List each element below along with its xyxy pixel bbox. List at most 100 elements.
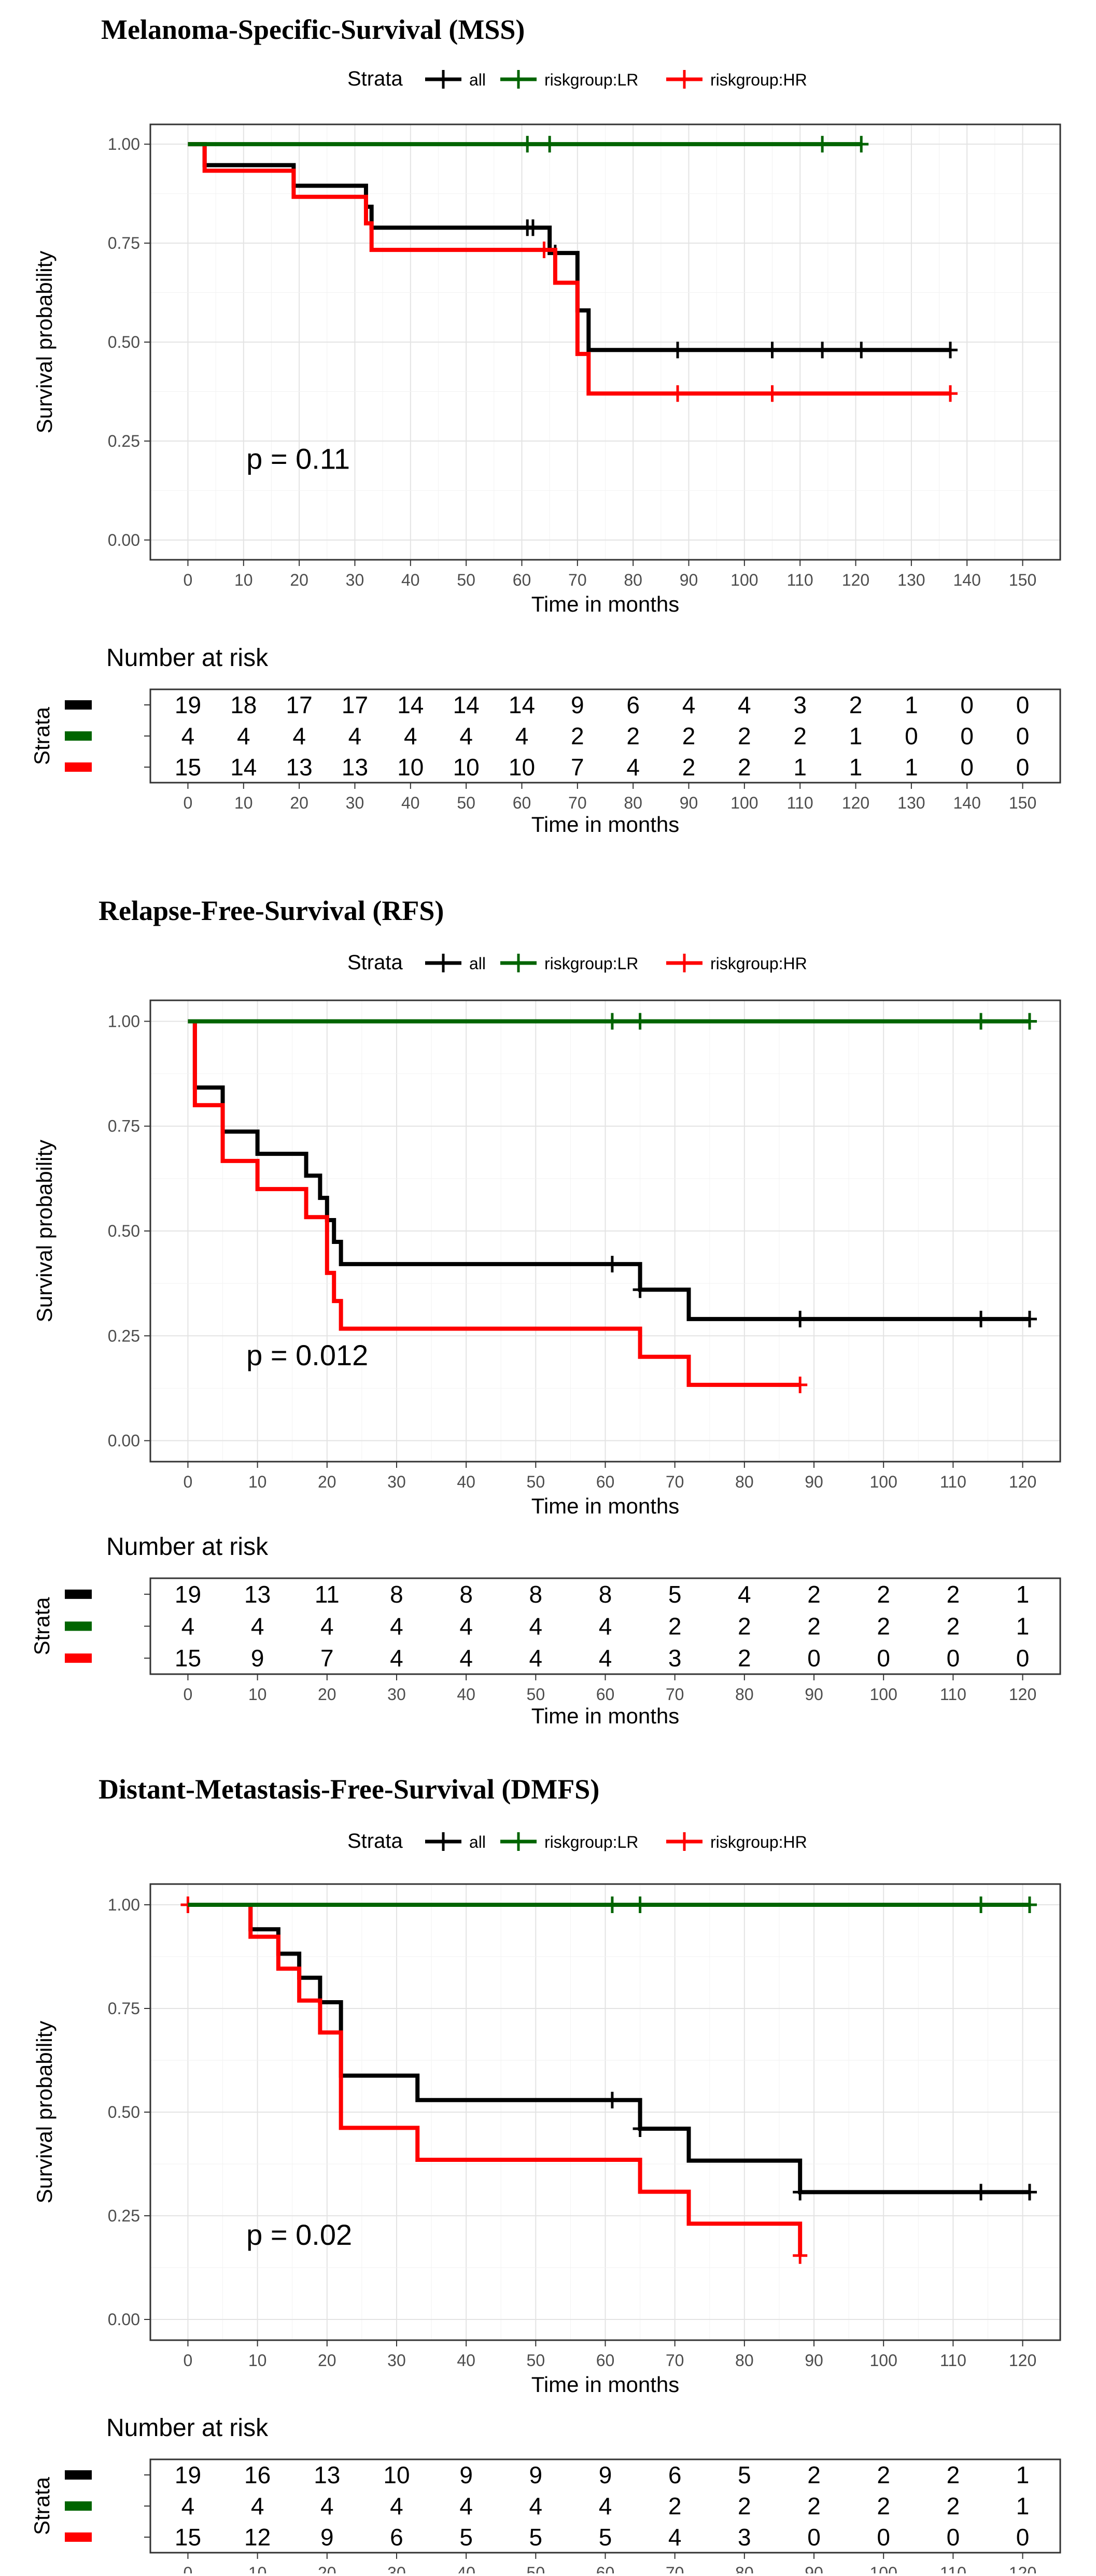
risk-x-tick-label: 110 xyxy=(787,794,813,812)
risk-count: 2 xyxy=(738,1645,751,1672)
risk-x-tick-label: 100 xyxy=(870,2564,897,2573)
risk-x-tick-label: 140 xyxy=(953,794,981,812)
y-tick-label: 0.25 xyxy=(108,2206,140,2225)
x-axis-title: Time in months xyxy=(531,592,680,616)
risk-x-tick-label: 0 xyxy=(184,1685,193,1704)
risk-count: 2 xyxy=(668,1613,682,1640)
risk-count: 2 xyxy=(877,1581,890,1608)
x-tick-label: 60 xyxy=(513,571,531,589)
risk-count: 9 xyxy=(599,2461,612,2488)
risk-count: 6 xyxy=(626,691,640,718)
risk-x-tick-label: 60 xyxy=(596,2564,615,2573)
risk-count: 2 xyxy=(738,1613,751,1640)
risk-x-tick-label: 90 xyxy=(805,1685,823,1704)
risk-count: 6 xyxy=(668,2461,682,2488)
risk-count: 2 xyxy=(738,2493,751,2520)
y-tick-label: 1.00 xyxy=(108,135,140,153)
risk-count: 4 xyxy=(599,1613,612,1640)
y-tick-label: 0.25 xyxy=(108,1326,140,1345)
x-tick-label: 100 xyxy=(730,571,758,589)
x-tick-label: 100 xyxy=(870,2351,897,2370)
km-panel-0: Melanoma-Specific-Survival (MSS) Strata al… xyxy=(30,14,1061,837)
x-tick-label: 80 xyxy=(735,2351,754,2370)
y-tick-label: 0.00 xyxy=(108,531,140,549)
risk-row-color-key xyxy=(65,1589,92,1599)
panel-title: Melanoma-Specific-Survival (MSS) xyxy=(101,14,525,45)
km-curve-all xyxy=(188,142,950,352)
risk-count: 1 xyxy=(1016,1613,1030,1640)
risk-count: 0 xyxy=(1016,1645,1030,1672)
y-tick-label: 0.50 xyxy=(108,2103,140,2121)
risk-count: 9 xyxy=(251,1645,264,1672)
risk-count: 4 xyxy=(738,691,751,718)
risk-count: 4 xyxy=(459,723,473,749)
km-curve-riskgroup-hr xyxy=(188,1903,803,2256)
y-tick-label: 0.75 xyxy=(108,1999,140,2018)
x-tick-label: 40 xyxy=(457,1473,475,1491)
risk-count: 5 xyxy=(529,2524,543,2551)
risk-count: 2 xyxy=(947,1581,960,1608)
x-tick-label: 0 xyxy=(184,1473,193,1491)
risk-count: 0 xyxy=(905,723,918,749)
x-tick-label: 110 xyxy=(940,2351,966,2370)
risk-count: 6 xyxy=(390,2524,403,2551)
risk-count: 10 xyxy=(453,754,480,781)
risk-count: 2 xyxy=(807,1613,821,1640)
risk-count: 4 xyxy=(292,723,306,749)
risk-count: 4 xyxy=(348,723,362,749)
risk-x-tick-label: 120 xyxy=(1009,2564,1036,2573)
x-tick-label: 140 xyxy=(953,571,981,589)
x-tick-label: 80 xyxy=(735,1473,754,1491)
risk-x-tick-label: 10 xyxy=(248,2564,267,2573)
risk-row-color-key xyxy=(65,2532,92,2542)
risk-count: 8 xyxy=(390,1581,403,1608)
risk-count: 8 xyxy=(459,1581,473,1608)
risk-table-panel xyxy=(149,2458,1061,2554)
risk-count: 15 xyxy=(175,754,201,781)
risk-x-tick-label: 10 xyxy=(248,1685,267,1704)
risk-count: 0 xyxy=(1016,723,1030,749)
y-axis-title: Survival probability xyxy=(32,251,57,434)
risk-count: 2 xyxy=(738,723,751,749)
risk-count: 4 xyxy=(320,2493,334,2520)
x-tick-label: 10 xyxy=(248,2351,267,2370)
risk-x-tick-label: 40 xyxy=(401,794,420,812)
risk-count: 13 xyxy=(286,754,313,781)
risk-x-tick-label: 150 xyxy=(1009,794,1036,812)
risk-count: 0 xyxy=(877,1645,890,1672)
risk-table-xlabel: Time in months xyxy=(531,1704,680,1728)
risk-x-tick-label: 110 xyxy=(940,1685,966,1704)
risk-x-tick-label: 30 xyxy=(387,1685,406,1704)
x-tick-label: 100 xyxy=(870,1473,897,1491)
risk-count: 0 xyxy=(807,2524,821,2551)
risk-x-tick-label: 90 xyxy=(805,2564,823,2573)
risk-table-ylabel: Strata xyxy=(30,706,54,765)
risk-count: 19 xyxy=(175,2461,201,2488)
risk-x-tick-label: 50 xyxy=(527,2564,545,2573)
risk-count: 3 xyxy=(668,1645,682,1672)
risk-count: 4 xyxy=(459,2493,473,2520)
risk-count: 4 xyxy=(599,1645,612,1672)
risk-count: 4 xyxy=(668,2524,682,2551)
risk-count: 10 xyxy=(383,2461,410,2488)
risk-table-title: Number at risk xyxy=(106,1533,269,1561)
y-tick-label: 0.00 xyxy=(108,2310,140,2329)
risk-count: 1 xyxy=(793,754,807,781)
x-tick-label: 50 xyxy=(457,571,475,589)
legend-label: riskgroup:HR xyxy=(710,954,807,973)
x-tick-label: 90 xyxy=(680,571,698,589)
risk-count: 11 xyxy=(315,1581,340,1608)
legend-label: riskgroup:LR xyxy=(544,1833,638,1851)
legend-label: all xyxy=(469,70,486,89)
risk-count: 4 xyxy=(181,2493,195,2520)
x-tick-label: 10 xyxy=(234,571,253,589)
risk-count: 5 xyxy=(738,2461,751,2488)
risk-count: 5 xyxy=(459,2524,473,2551)
p-value-label: p = 0.012 xyxy=(246,1339,368,1371)
risk-row-color-key xyxy=(65,700,92,710)
legend-label: riskgroup:LR xyxy=(544,70,638,89)
x-tick-label: 130 xyxy=(897,571,925,589)
risk-count: 4 xyxy=(459,1645,473,1672)
risk-count: 2 xyxy=(738,754,751,781)
risk-count: 15 xyxy=(175,1645,201,1672)
